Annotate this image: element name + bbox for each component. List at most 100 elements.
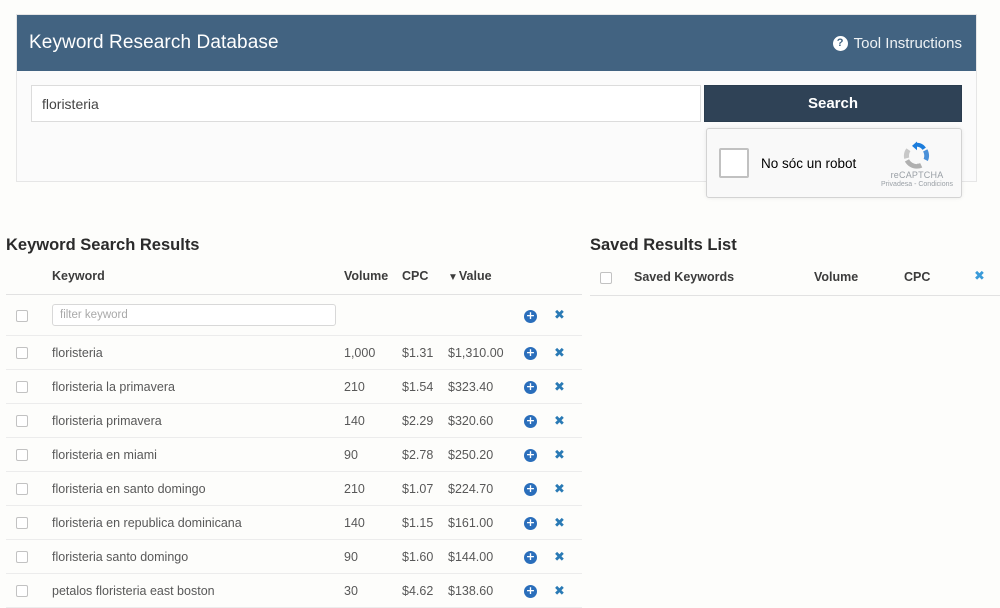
cell-volume: 140 [344,403,402,438]
close-x-icon[interactable]: ✖ [554,308,565,323]
row-checkbox[interactable] [16,415,28,428]
select-all-header [6,269,52,295]
keyword-results-table: Keyword Volume CPC ▼Value [6,269,582,608]
cell-cpc: $2.29 [402,403,448,438]
cell-keyword: floristeria primavera [52,403,344,438]
plus-circle-icon[interactable]: + [524,482,537,496]
cell-volume: 140 [344,505,402,540]
question-circle-icon: ? [832,35,848,51]
cell-value: $250.20 [448,437,524,472]
plus-circle-icon[interactable]: + [524,414,537,428]
close-x-icon[interactable]: ✖ [554,481,565,497]
table-row: floristeria en miami 90 $2.78 $250.20 + ✖ [6,437,582,472]
close-x-icon[interactable]: ✖ [554,515,565,531]
plus-circle-icon[interactable]: + [524,380,537,394]
cell-cpc: $1.31 [402,335,448,370]
row-checkbox[interactable] [16,517,28,530]
row-checkbox-cell [6,437,52,472]
search-button[interactable]: Search [704,85,962,122]
row-checkbox[interactable] [16,381,28,394]
cell-cpc: $1.60 [402,539,448,574]
cell-value: $144.00 [448,539,524,574]
saved-select-all-checkbox[interactable] [600,271,612,284]
filter-row-add-cell: + [524,294,554,336]
recaptcha-logo-icon [903,141,930,169]
row-checkbox[interactable] [16,585,28,598]
close-x-icon[interactable]: ✖ [554,447,565,463]
filter-row-checkbox-cell [6,294,52,336]
recaptcha-brand-label: reCAPTCHA [890,169,944,180]
row-checkbox-cell [6,369,52,404]
close-x-icon[interactable]: ✖ [554,413,565,429]
search-body: Search No sóc un robot reCAPTCHA Privade… [17,71,976,198]
row-delete-cell: ✖ [554,573,582,608]
tool-instructions-link[interactable]: ? Tool Instructions [832,35,962,52]
column-header-keyword[interactable]: Keyword [52,269,344,295]
saved-column-header-cpc[interactable]: CPC [904,269,974,296]
close-x-icon[interactable]: ✖ [554,583,565,599]
search-input[interactable] [31,85,701,122]
plus-circle-icon[interactable]: + [524,550,537,564]
row-checkbox-cell [6,335,52,370]
table-header-row: Keyword Volume CPC ▼Value [6,269,582,295]
table-row: petalos floristeria east boston 30 $4.62 $1… [6,573,582,608]
row-checkbox[interactable] [16,347,28,360]
plus-circle-icon[interactable]: + [524,516,537,530]
table-row: floristeria santo domingo 90 $1.60 $144.00 +… [6,539,582,574]
plus-circle-icon[interactable]: + [524,584,537,598]
cell-volume: 30 [344,573,402,608]
saved-select-all-cell [590,269,634,296]
cell-keyword: petalos floristeria east boston [52,573,344,608]
column-header-cpc[interactable]: CPC [402,269,448,295]
keyword-results-title: Keyword Search Results [6,236,200,254]
saved-results-table: Saved Keywords Volume CPC ✖ [590,269,1000,296]
keyword-results-body: + ✖ floristeria1,000$1.31$1,310.00+✖flor… [6,294,582,608]
cell-value: $320.60 [448,403,524,438]
sort-descending-icon: ▼ [448,272,458,283]
saved-header-row: Saved Keywords Volume CPC ✖ [590,269,1000,296]
recaptcha-label: No sóc un robot [761,155,857,171]
row-checkbox[interactable] [16,483,28,496]
close-x-icon[interactable]: ✖ [974,269,985,284]
keyword-results-panel: Keyword Search Results Keyword Volume CP… [0,228,582,608]
plus-circle-icon[interactable]: + [524,346,537,360]
column-header-value[interactable]: ▼Value [448,269,524,295]
row-delete-cell: ✖ [554,505,582,540]
saved-column-header-volume[interactable]: Volume [814,269,904,296]
filter-row-checkbox[interactable] [16,309,28,322]
cell-volume: 1,000 [344,335,402,370]
cell-cpc: $2.78 [402,437,448,472]
row-add-cell: + [524,437,554,472]
row-delete-cell: ✖ [554,369,582,404]
cell-keyword: floristeria en republica dominicana [52,505,344,540]
cell-volume: 90 [344,539,402,574]
saved-clear-header-cell: ✖ [974,269,1000,296]
saved-results-title: Saved Results List [590,236,737,254]
row-checkbox-cell [6,471,52,506]
close-x-icon[interactable]: ✖ [554,549,565,565]
plus-circle-icon[interactable]: + [524,308,537,323]
row-checkbox[interactable] [16,449,28,462]
table-row: floristeria en santo domingo 210 $1.07 $224… [6,471,582,506]
row-add-cell: + [524,539,554,574]
column-header-volume[interactable]: Volume [344,269,402,295]
filter-row-delete-cell: ✖ [554,294,582,336]
row-checkbox-cell [6,539,52,574]
column-header-add [524,269,554,295]
recaptcha-checkbox[interactable] [719,148,749,178]
plus-circle-icon[interactable]: + [524,448,537,462]
filter-input-cell [52,294,524,336]
table-row: floristeria primavera 140 $2.29 $320.60 + ✖ [6,403,582,438]
close-x-icon[interactable]: ✖ [554,379,565,395]
cell-keyword: floristeria [52,335,344,370]
row-checkbox[interactable] [16,551,28,564]
row-delete-cell: ✖ [554,539,582,574]
saved-column-header-keyword[interactable]: Saved Keywords [634,269,814,296]
filter-keyword-input[interactable] [52,304,336,326]
row-checkbox-cell [6,505,52,540]
close-x-icon[interactable]: ✖ [554,345,565,361]
cell-cpc: $1.54 [402,369,448,404]
row-delete-cell: ✖ [554,437,582,472]
recaptcha-widget[interactable]: No sóc un robot reCAPTCHA Privadesa - Co… [706,128,962,198]
table-row: floristeria en republica dominicana 140 $1… [6,505,582,540]
